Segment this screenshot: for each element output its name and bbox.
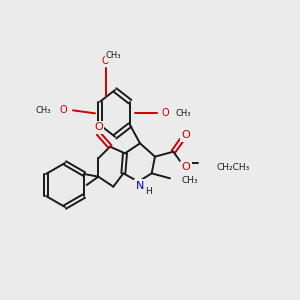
Text: O: O [59,105,67,115]
Text: CH₃: CH₃ [106,51,121,60]
Text: O: O [102,56,109,66]
Text: O: O [181,162,190,172]
Text: N: N [136,181,145,191]
Text: H: H [145,187,152,196]
Text: O: O [181,130,190,140]
Text: CH₃: CH₃ [35,106,51,115]
Text: CH₃: CH₃ [175,109,190,118]
Text: CH₃: CH₃ [182,176,199,185]
Text: O: O [161,108,169,118]
Text: O: O [94,122,103,132]
Text: CH₂CH₃: CH₂CH₃ [216,163,250,172]
